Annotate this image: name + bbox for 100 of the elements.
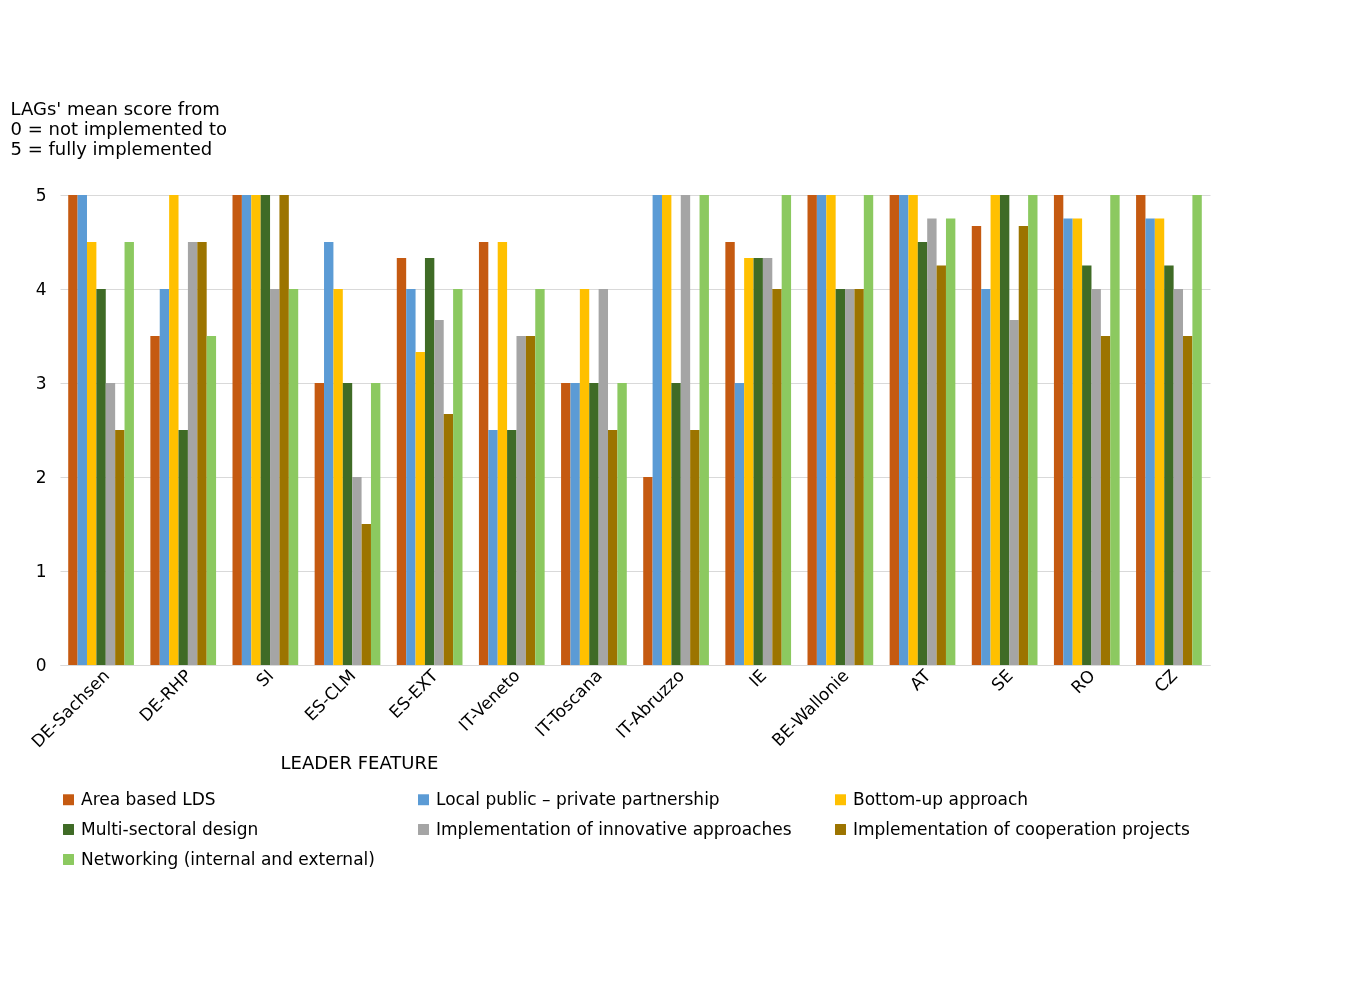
y-tick-label: 0 — [35, 654, 47, 675]
x-tick-label: AT — [905, 664, 935, 695]
bar — [105, 383, 116, 665]
bar — [981, 289, 991, 665]
bar — [917, 242, 928, 665]
bar — [1072, 218, 1083, 665]
bar — [744, 257, 754, 665]
bar — [762, 257, 773, 665]
bar — [899, 195, 909, 665]
y-axis-title: LAGs' mean score from 0 = not implemented to 5 = fully implemented — [10, 97, 228, 159]
bar — [68, 195, 78, 665]
bar — [270, 289, 280, 665]
bar — [671, 383, 681, 665]
bar — [908, 195, 918, 665]
bar — [1053, 195, 1064, 665]
bar — [478, 242, 489, 665]
bar — [260, 195, 271, 665]
bar — [661, 195, 672, 665]
bar — [734, 383, 745, 665]
y-tick-label: 4 — [35, 278, 47, 299]
bar — [807, 195, 817, 665]
bar — [1009, 320, 1019, 665]
y-tick-label: 1 — [35, 560, 47, 581]
y-tick-label: 5 — [35, 184, 47, 205]
bar — [971, 226, 982, 665]
bar — [96, 289, 106, 665]
bar — [1063, 218, 1073, 665]
bar — [159, 289, 170, 665]
bar — [1028, 195, 1038, 665]
y-tick-label: 3 — [35, 372, 47, 393]
bar — [488, 430, 498, 665]
bar — [406, 289, 416, 665]
bar — [288, 289, 299, 665]
bar — [424, 257, 435, 665]
bar — [690, 430, 700, 665]
bar — [835, 289, 846, 665]
bar — [1110, 195, 1120, 665]
bar — [178, 430, 188, 665]
x-tick-label: CZ — [1150, 665, 1181, 697]
bar — [396, 257, 407, 665]
bar — [945, 218, 956, 665]
bar — [1183, 336, 1193, 665]
bar — [579, 289, 590, 665]
bar — [115, 430, 125, 665]
bar — [725, 242, 735, 665]
bar — [197, 242, 207, 665]
bar — [525, 336, 536, 665]
x-axis-title: LEADER FEATURE — [280, 751, 439, 773]
legend-label: Bottom-up approach — [853, 788, 1029, 809]
x-tick-label: RO — [1066, 665, 1099, 698]
bar — [990, 195, 1000, 665]
bar — [415, 351, 425, 665]
bar — [617, 383, 627, 665]
bar — [936, 265, 946, 665]
bar — [1173, 289, 1184, 665]
bar — [251, 195, 261, 665]
bar — [1154, 218, 1165, 665]
bar — [863, 195, 874, 665]
bar — [1145, 218, 1155, 665]
bar — [826, 195, 836, 665]
bar — [370, 383, 381, 665]
bar — [361, 524, 371, 665]
bar — [1164, 265, 1174, 665]
bar — [352, 477, 362, 665]
bar — [314, 383, 325, 665]
bar — [150, 336, 160, 665]
bar — [845, 289, 855, 665]
bar — [535, 289, 545, 665]
bar — [77, 195, 87, 665]
legend-label: Area based LDS — [81, 788, 216, 809]
bar — [1136, 195, 1146, 665]
bar — [187, 242, 198, 665]
bar — [1082, 265, 1092, 665]
bar — [333, 289, 343, 665]
bar — [598, 289, 609, 665]
bar — [507, 430, 517, 665]
bar — [753, 257, 763, 665]
bar — [652, 195, 662, 665]
bar — [232, 195, 242, 665]
bar — [999, 195, 1010, 665]
bar — [206, 336, 217, 665]
legend-label: Local public – private partnership — [436, 788, 720, 809]
bar — [1091, 289, 1101, 665]
bar — [1100, 336, 1111, 665]
bar — [1192, 195, 1202, 665]
bar — [516, 336, 526, 665]
x-tick-label: SI — [252, 665, 278, 691]
bar — [453, 289, 463, 665]
bar — [608, 430, 618, 665]
legend-label: Networking (internal and external) — [81, 848, 375, 869]
bar — [124, 242, 134, 665]
x-tick-label: IE — [744, 665, 771, 691]
bar — [680, 195, 691, 665]
bar — [561, 383, 571, 665]
bar — [434, 320, 444, 665]
bar — [279, 195, 289, 665]
y-tick-label: 2 — [35, 466, 47, 487]
bar — [570, 383, 580, 665]
bar — [342, 383, 353, 665]
bar — [241, 195, 252, 665]
